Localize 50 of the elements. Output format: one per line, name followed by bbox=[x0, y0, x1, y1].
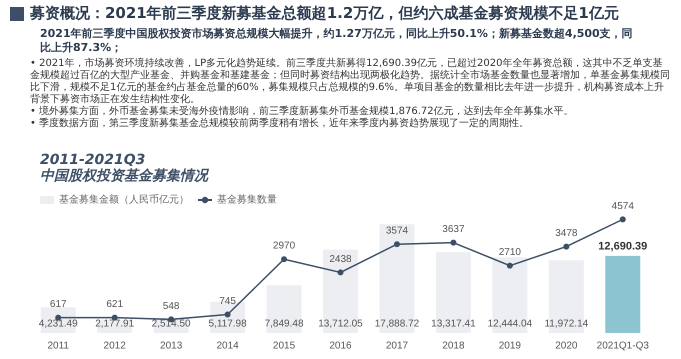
data-label: 2710 bbox=[498, 247, 522, 258]
x-tick-label: 2017 bbox=[386, 340, 409, 352]
data-label: 2,177.91 bbox=[95, 318, 135, 330]
data-label: 13,712.05 bbox=[318, 318, 364, 330]
data-label: 3478 bbox=[555, 228, 578, 240]
x-tick-label: 2014 bbox=[216, 340, 240, 352]
point bbox=[338, 269, 344, 276]
x-tick-label: 2021Q1-Q3 bbox=[596, 340, 650, 352]
data-label: 12,444.04 bbox=[488, 318, 533, 330]
data-label: 4,231.49 bbox=[38, 318, 78, 330]
text: 2021年前三季度中国股权投资市场募资总规模大幅提升，约1.27万亿元，同比上升50.1%；新募基金数超4,500支，同比上升87.3%； bbox=[40, 27, 634, 55]
data-label: 745 bbox=[219, 296, 236, 307]
chart-subtitle: 2011-2021Q3 中国股权投资基金募集情况 bbox=[40, 152, 208, 184]
data-label: 7,849.48 bbox=[264, 318, 304, 330]
legend-label: 基金募集金额（人民币亿元） bbox=[59, 194, 189, 206]
data-label: 2,514.50 bbox=[152, 318, 192, 330]
x-tick-label: 2012 bbox=[104, 340, 126, 352]
x-tick-label: 2018 bbox=[442, 340, 465, 352]
text: • 季度数据方面，第三季度新募集基金总规模较前两季度稍有增长，近年来季度内募资趋势展现了一定的周期性。 bbox=[30, 118, 530, 130]
chart-title: 募资概况：2021年前三季度新募基金总额超1.2万亿，但约六成基金募资规模不足1亿元 bbox=[30, 4, 619, 23]
data-label: 4574 bbox=[612, 200, 634, 212]
point bbox=[450, 240, 456, 246]
data-label: 5,117.98 bbox=[208, 318, 248, 330]
data-label: 13,317.41 bbox=[431, 318, 476, 330]
data-label: 12,690.39 bbox=[598, 240, 648, 252]
data-label: 617 bbox=[50, 299, 68, 310]
bar bbox=[605, 256, 640, 333]
legend-label: 基金募集数量 bbox=[217, 194, 277, 206]
text: • 境外募集方面，外币基金募集未受海外疫情影响，前三季度新募集外币基金规模1,876.72亿元，达到去年全年募集水平。 bbox=[30, 106, 575, 118]
data-label: 3637 bbox=[442, 224, 465, 236]
x-tick-label: 2011 bbox=[47, 340, 70, 352]
data-label: 548 bbox=[162, 300, 180, 312]
x-tick-label: 2019 bbox=[498, 340, 522, 352]
x-tick-label: 2016 bbox=[329, 340, 352, 352]
point bbox=[563, 244, 570, 250]
point bbox=[620, 216, 626, 222]
data-label: 3574 bbox=[386, 226, 409, 237]
data-label: 2970 bbox=[272, 240, 296, 252]
data-label: 17,888.72 bbox=[374, 318, 420, 330]
x-tick-label: 2015 bbox=[272, 340, 296, 352]
text: • 2021年，市场募资环境持续改善，LP多元化趋势延续。前三季度共新募得12,690.39亿元，已超过2020年全年募资总额，这其中不乏单支基金规模超过百亿的大型产业基金、并购基金和基建基金；但同时募资结构出现两极化趋势。据统计全市场基金数量也显著增加，单基金募集规模同比下滑，规模不足1亿元的基金约占基金总量的60%，募集规模只占总规模的9.6%。单项目基金的数量相比去年进一步提升，机构募资成本上升背景下募资市场正在发生结构性变化。 bbox=[30, 58, 670, 106]
point bbox=[506, 262, 513, 269]
data-label: 621 bbox=[106, 299, 124, 310]
point bbox=[224, 311, 231, 318]
point bbox=[394, 241, 400, 248]
x-tick-label: 2020 bbox=[555, 340, 578, 352]
x-tick-label: 2013 bbox=[160, 340, 183, 352]
data-label: 11,972.14 bbox=[544, 318, 589, 330]
point bbox=[281, 256, 288, 262]
data-label: 2438 bbox=[329, 254, 352, 265]
